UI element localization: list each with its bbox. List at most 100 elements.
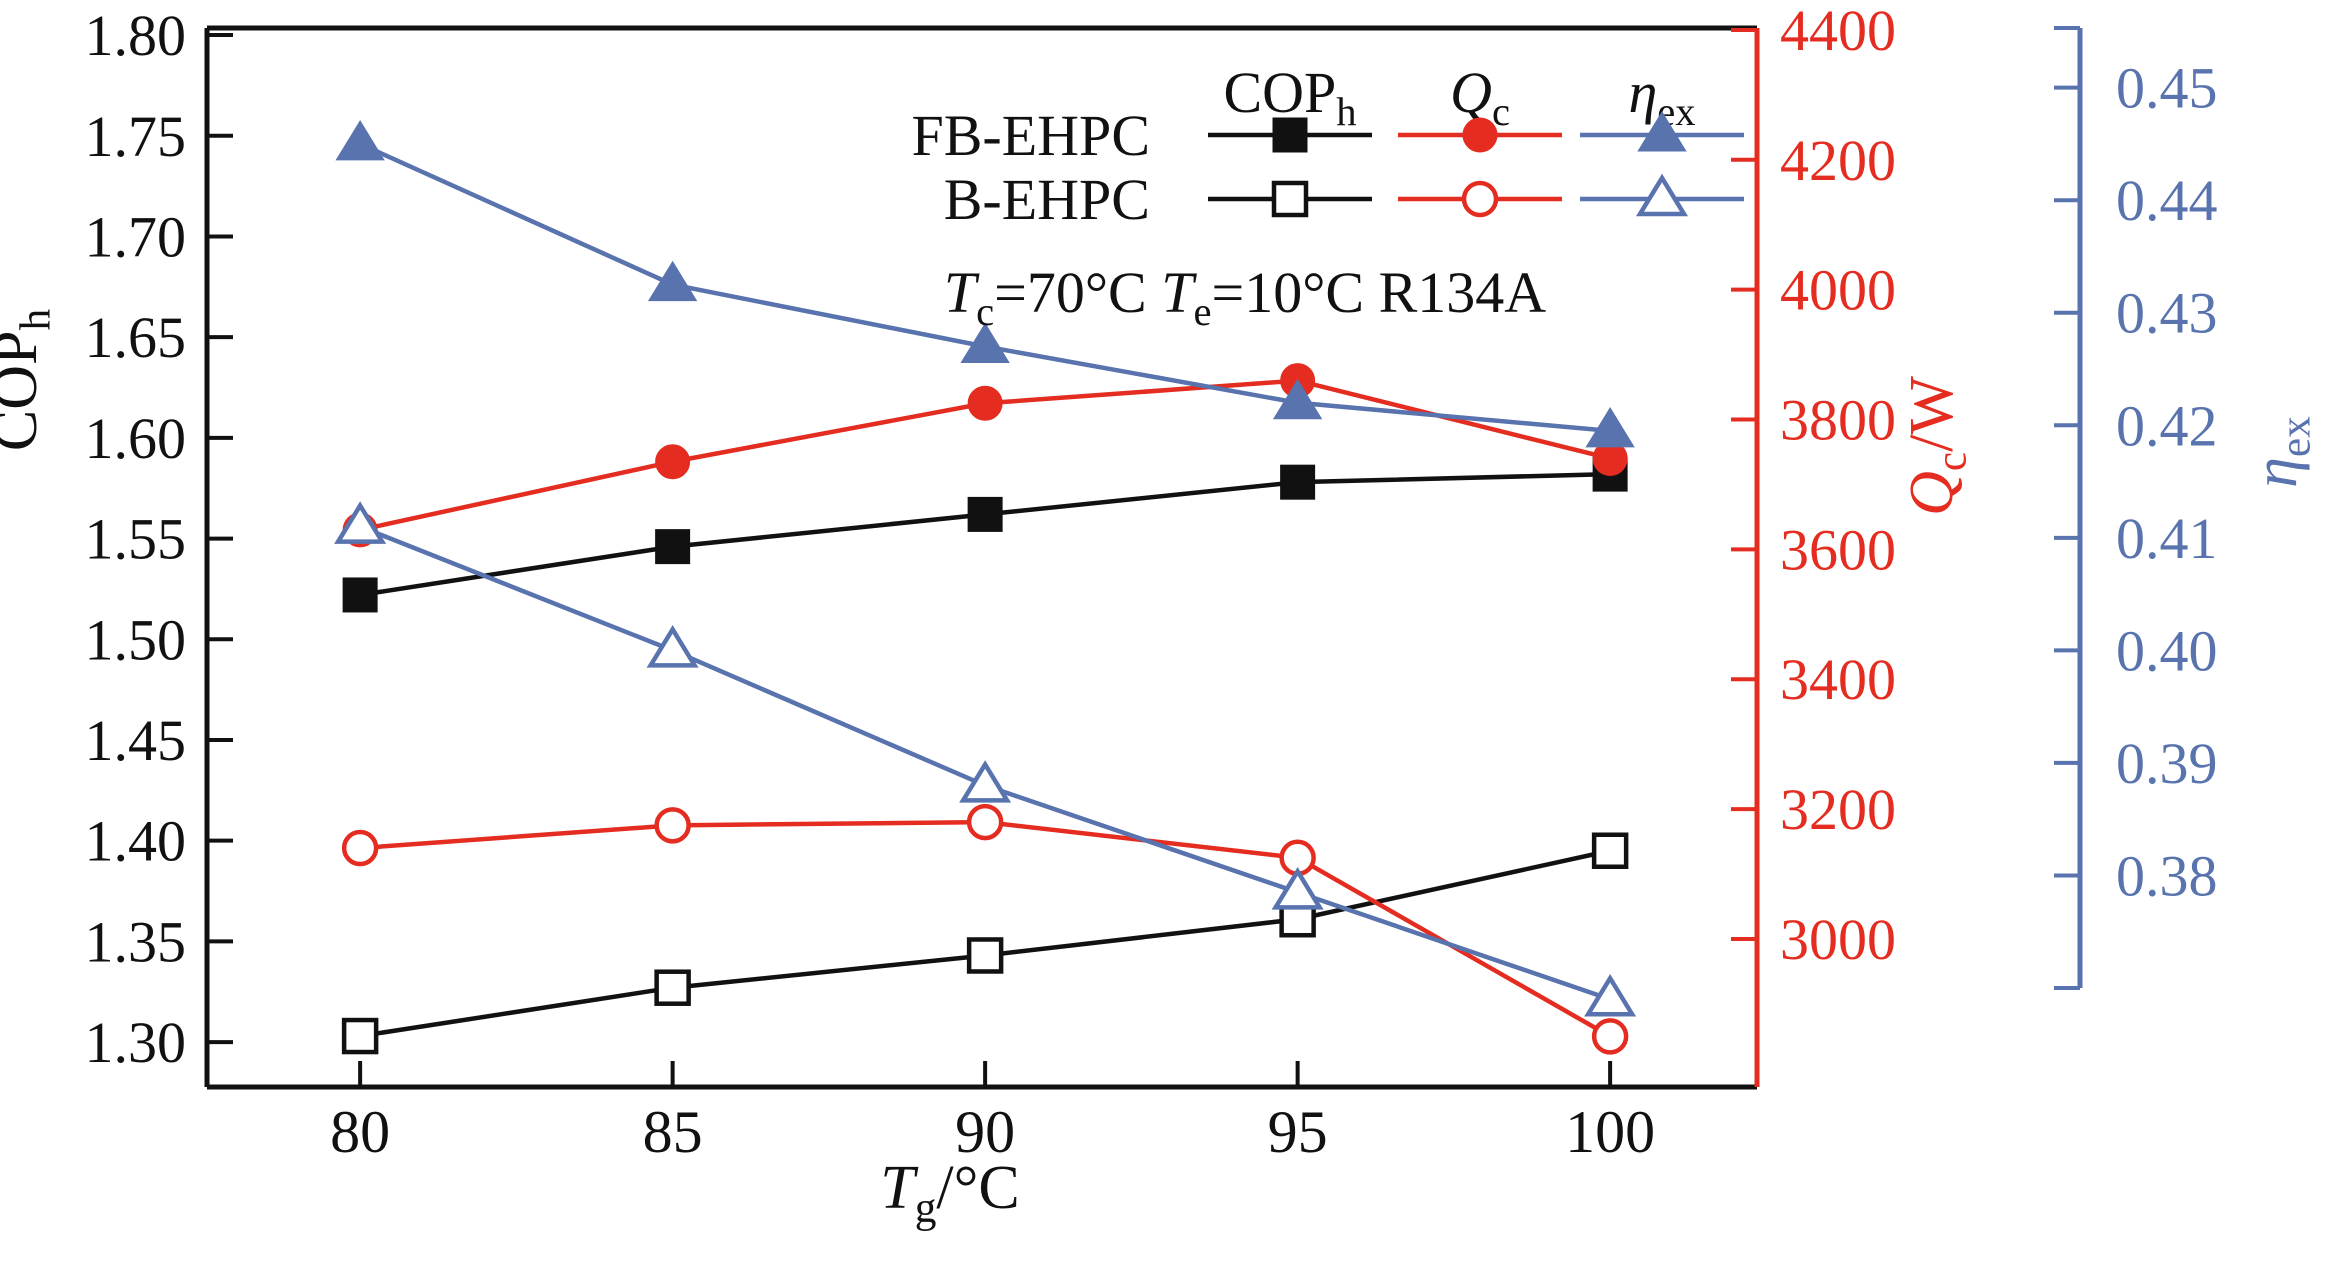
label-segment: e (1193, 289, 1211, 334)
label-segment: 0.38 (2116, 843, 2218, 908)
label-segment: c (1492, 89, 1510, 134)
label-segment: /W (1898, 376, 1966, 452)
qc-tick-label: 3800 (1780, 388, 1896, 453)
label-segment: 1.50 (85, 607, 187, 672)
label-segment: 1.80 (85, 3, 187, 68)
data-point-marker (1585, 407, 1635, 448)
series-B-EHPC-COPh (341, 832, 1629, 1055)
label-segment: 0.44 (2116, 168, 2218, 233)
label-segment: 3200 (1780, 777, 1896, 842)
label-segment: B-EHPC (944, 167, 1150, 232)
label-segment: 0.39 (2116, 731, 2218, 796)
data-point-marker (335, 120, 385, 161)
label-segment: 0.42 (2116, 393, 2218, 458)
data-point-marker (1280, 464, 1316, 500)
label-segment: 4400 (1780, 0, 1896, 63)
legend-header-COPh: COPh (1223, 60, 1356, 134)
series-B-EHPC-etaex (334, 501, 1637, 1017)
legend-sample-marker (1461, 180, 1499, 218)
left-tick-label: 1.55 (85, 507, 187, 572)
legend-row-label: B-EHPC (944, 167, 1150, 232)
data-point-marker (342, 577, 378, 613)
data-point-marker (654, 807, 691, 844)
label-segment: 0.43 (2116, 281, 2218, 346)
label-segment: 1.35 (85, 909, 187, 974)
legend-sample-B-EHPC-COPh (1208, 180, 1372, 218)
left-tick-label: 1.30 (85, 1010, 187, 1075)
label-segment: 1.45 (85, 708, 187, 773)
qc-tick-label: 4000 (1780, 258, 1896, 323)
data-point-marker (1584, 973, 1637, 1017)
x-axis-title: Tg/°C (880, 1154, 1020, 1232)
label-segment: Q (1898, 471, 1966, 516)
x-tick-label: 80 (330, 1099, 390, 1165)
legend-sample-B-EHPC-Qc (1398, 180, 1562, 218)
qc-tick-label: 3400 (1780, 647, 1896, 712)
x-tick-label: 95 (1268, 1099, 1328, 1165)
eta-tick-label: 0.45 (2116, 56, 2218, 121)
legend-row-label: FB-EHPC (911, 103, 1150, 168)
label-segment: T (880, 1154, 919, 1222)
legend-sample-marker (1637, 111, 1687, 152)
label-segment: 4000 (1780, 258, 1896, 323)
data-point-marker (967, 385, 1003, 421)
eta-tick-label: 0.40 (2116, 618, 2218, 683)
label-segment: COP (0, 331, 50, 452)
left-tick-label: 1.65 (85, 305, 187, 370)
label-segment: 3600 (1780, 517, 1896, 582)
data-point-marker (967, 496, 1003, 532)
qc-tick-label: 4200 (1780, 128, 1896, 193)
legend-sample-FB-EHPC-etaex (1580, 111, 1744, 152)
qc-tick-label: 4400 (1780, 0, 1896, 63)
label-segment: 1.60 (85, 406, 187, 471)
data-point-marker (655, 529, 691, 565)
eta-tick-label: 0.42 (2116, 393, 2218, 458)
label-segment: h (1336, 89, 1356, 134)
label-segment: 3400 (1780, 647, 1896, 712)
label-segment: 1.75 (85, 104, 187, 169)
legend-sample-marker (1271, 180, 1309, 218)
label-segment: c (976, 289, 994, 334)
label-segment: h (12, 309, 60, 331)
legend-sample-marker (1272, 117, 1308, 153)
eta-tick-label: 0.39 (2116, 731, 2218, 796)
data-point-marker (1272, 378, 1323, 420)
qc-axis-title: Qc/W (1898, 376, 1976, 516)
label-segment: T (1161, 260, 1197, 325)
label-segment: η (1628, 60, 1657, 125)
label-segment: Q (1450, 60, 1492, 125)
x-tick-label: 90 (955, 1099, 1015, 1165)
label-segment: 1.70 (85, 204, 187, 269)
qc-tick-label: 3600 (1780, 517, 1896, 582)
label-segment: 95 (1268, 1099, 1328, 1165)
condition-annotation: Tc=70°C Te=10°C R134A (944, 260, 1546, 334)
eta-tick-label: 0.43 (2116, 281, 2218, 346)
label-segment: g (915, 1184, 937, 1232)
series-FB-EHPC-COPh (342, 456, 1628, 613)
label-segment: η (2242, 457, 2310, 488)
label-segment: 3800 (1780, 388, 1896, 453)
legend-sample-FB-EHPC-COPh (1208, 117, 1372, 153)
eta-axis-title: ηex (2242, 416, 2320, 488)
eta-tick-label: 0.44 (2116, 168, 2218, 233)
left-tick-label: 1.75 (85, 104, 187, 169)
label-segment: 1.40 (85, 809, 187, 874)
left-tick-label: 1.45 (85, 708, 187, 773)
data-point-marker (341, 829, 379, 867)
label-segment: 1.30 (85, 1010, 187, 1075)
legend-sample-marker (1462, 117, 1498, 153)
data-point-marker (655, 444, 691, 480)
data-point-marker (341, 1017, 379, 1055)
left-tick-label: 1.40 (85, 809, 187, 874)
data-point-marker (1271, 867, 1324, 910)
label-segment: =10°C R134A (1211, 260, 1546, 325)
label-segment: 1.65 (85, 305, 187, 370)
legend-sample-marker (1635, 173, 1689, 217)
label-segment: 4200 (1780, 128, 1896, 193)
left-tick-label: 1.50 (85, 607, 187, 672)
legend-sample-B-EHPC-etaex (1580, 173, 1744, 217)
series-B-EHPC-Qc (341, 803, 1629, 1055)
label-segment: 0.41 (2116, 506, 2218, 571)
